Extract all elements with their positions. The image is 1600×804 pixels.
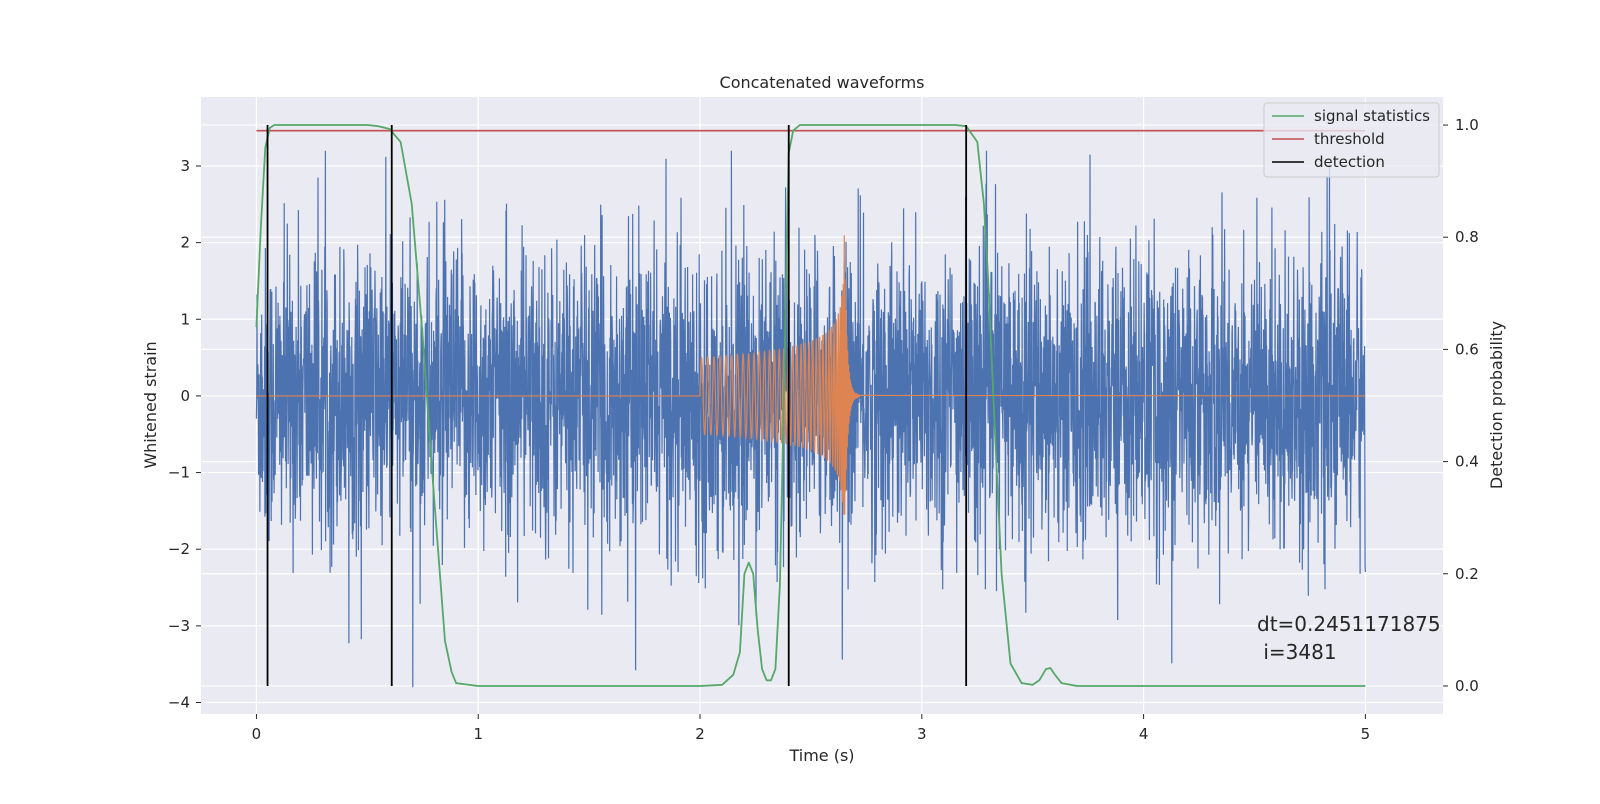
tick-labels: 0 1 2 3 4 5 −4 −3 −2 −1 0 1 2 3 0.0 0.2 0.4 0.6 0.8 1.0 [168, 116, 1479, 743]
y2-axis-label: Detection probability [1487, 321, 1506, 489]
y-tick-label: 2 [180, 234, 190, 252]
template-line [256, 235, 1366, 515]
x-tick-label: 2 [695, 725, 705, 743]
x-tick-label: 0 [252, 725, 262, 743]
noise-line [255, 150, 1366, 688]
annotation-index: i=3481 [1257, 640, 1337, 664]
noise-series [255, 150, 1366, 688]
x-tick-label: 5 [1361, 725, 1371, 743]
annotation-dt: dt=0.2451171875 [1257, 612, 1441, 636]
y2-tick-label: 0.6 [1455, 340, 1479, 358]
y2-tick-label: 0.8 [1455, 228, 1479, 246]
y2-tick-label: 0.4 [1455, 453, 1479, 471]
detection-lines [266, 125, 968, 686]
y-tick-label: 3 [180, 157, 190, 175]
template-series [256, 235, 1366, 515]
y2-tick-label: 1.0 [1455, 116, 1479, 134]
x-tick-label: 3 [917, 725, 927, 743]
y-axis-label: Whitened strain [141, 341, 160, 468]
x-tick-label: 4 [1139, 725, 1149, 743]
y-tick-label: −4 [168, 694, 190, 712]
chart-title: Concatenated waveforms [720, 73, 925, 92]
x-axis-label: Time (s) [788, 746, 854, 765]
legend: signal statistics threshold detection [1263, 102, 1440, 178]
y-tick-label: 1 [180, 310, 190, 328]
legend-label-threshold: threshold [1314, 130, 1385, 148]
statistic-series [255, 124, 1366, 687]
legend-label-detection: detection [1314, 153, 1385, 171]
legend-label-signal-statistics: signal statistics [1314, 107, 1430, 125]
legend-box [1263, 102, 1440, 178]
y-tick-label: −3 [168, 617, 190, 635]
x-tick-label: 1 [473, 725, 483, 743]
y-tick-label: 0 [180, 387, 190, 405]
statistic-line [255, 124, 1366, 687]
y2-tick-label: 0.2 [1455, 565, 1479, 583]
y-tick-label: −1 [168, 464, 190, 482]
y-tick-label: −2 [168, 540, 190, 558]
y2-tick-label: 0.0 [1455, 677, 1479, 695]
